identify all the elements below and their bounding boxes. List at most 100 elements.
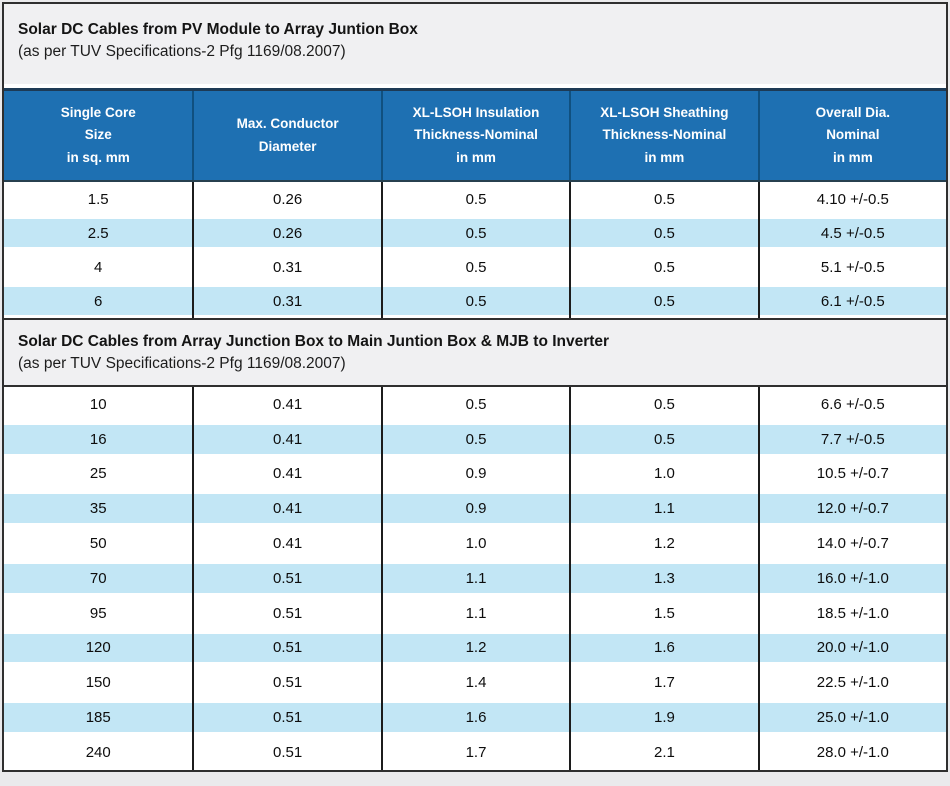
table-cell: 4 <box>94 258 103 276</box>
table-cell: 1.7 <box>380 734 569 770</box>
table-row: 150 0.51 1.4 1.7 22.5 +/-1.0 <box>4 665 946 701</box>
section1-title: Solar DC Cables from PV Module to Array … <box>18 21 418 38</box>
table-cell: 0.9 <box>380 456 569 492</box>
table-cell: 0.5 <box>380 216 569 250</box>
table-row: 4 0.31 0.5 0.5 5.1 +/-0.5 <box>4 250 946 284</box>
table-header-row: Single Core Size in sq. mm Max. Conducto… <box>4 88 946 182</box>
section1-rows: 1.5 0.26 0.5 0.5 4.10 +/-0.5 2.5 0.26 0.… <box>4 182 946 318</box>
table-cell: 16.0 +/-1.0 <box>757 560 946 596</box>
table-cell: 0.41 <box>192 387 380 422</box>
table-cell: 6.6 +/-0.5 <box>757 387 946 422</box>
table-row: 16 0.41 0.5 0.5 7.7 +/-0.5 <box>4 421 946 457</box>
section2-subtitle: (as per TUV Specifications-2 Pfg 1169/08… <box>18 355 346 373</box>
header-line: Overall Dia. <box>815 105 890 121</box>
table-cell: 0.51 <box>192 630 380 666</box>
table-cell: 16 <box>89 430 107 448</box>
table-cell: 0.5 <box>569 284 757 318</box>
header-line: Size <box>84 127 112 143</box>
table-cell: 0.5 <box>380 387 569 422</box>
table-cell: 1.2 <box>380 630 569 666</box>
table-cell: 25 <box>89 465 107 483</box>
header-line: XL-LSOH Sheathing <box>600 105 729 121</box>
table-cell: 10 <box>89 395 107 413</box>
table-cell: 50 <box>89 535 107 553</box>
table-cell: 0.5 <box>569 421 757 457</box>
table-cell: 2.1 <box>569 734 757 770</box>
table-row: 10 0.41 0.5 0.5 6.6 +/-0.5 <box>4 387 946 422</box>
table-row: 70 0.51 1.1 1.3 16.0 +/-1.0 <box>4 560 946 596</box>
header-line: Diameter <box>258 138 317 154</box>
table-cell: 1.6 <box>569 630 757 666</box>
table-cell: 1.7 <box>569 665 757 701</box>
header-line: in mm <box>644 149 685 165</box>
table-cell: 0.51 <box>192 665 380 701</box>
table-cell: 0.26 <box>192 216 380 250</box>
table-cell: 0.5 <box>380 182 569 216</box>
section2-title: Solar DC Cables from Array Junction Box … <box>18 333 610 350</box>
table-cell: 0.5 <box>569 216 757 250</box>
table-cell: 0.41 <box>192 456 380 492</box>
table-cell: 0.5 <box>380 284 569 318</box>
table-cell: 1.4 <box>380 665 569 701</box>
table-cell: 4.10 +/-0.5 <box>757 182 946 216</box>
table-cell: 70 <box>89 569 107 587</box>
table-cell: 1.3 <box>569 560 757 596</box>
table-cell: 95 <box>89 604 107 622</box>
table-row: 120 0.51 1.2 1.6 20.0 +/-1.0 <box>4 630 946 666</box>
table-cell: 120 <box>85 639 111 657</box>
table-cell: 0.51 <box>192 700 380 735</box>
table-cell: 22.5 +/-1.0 <box>757 665 946 701</box>
table-cell: 1.5 <box>87 190 109 208</box>
header-line: Nominal <box>826 127 880 143</box>
table-cell: 0.51 <box>192 734 380 770</box>
section1-subtitle: (as per TUV Specifications-2 Pfg 1169/08… <box>18 43 346 61</box>
table-cell: 1.1 <box>380 560 569 596</box>
table-cell: 1.2 <box>569 526 757 561</box>
table-cell: 0.5 <box>569 250 757 284</box>
header-line: in mm <box>832 149 873 165</box>
table-cell: 14.0 +/-0.7 <box>757 526 946 561</box>
section2-title-band: Solar DC Cables from Array Junction Box … <box>4 318 946 387</box>
table-cell: 18.5 +/-1.0 <box>757 595 946 631</box>
table-cell: 1.0 <box>380 526 569 561</box>
column-header-overall-dia: Overall Dia. Nominal in mm <box>757 91 946 180</box>
divider-gap <box>4 84 946 88</box>
column-header-single-core-size: Single Core Size in sq. mm <box>4 91 192 180</box>
table-row: 6 0.31 0.5 0.5 6.1 +/-0.5 <box>4 284 946 318</box>
table-cell: 0.51 <box>192 595 380 631</box>
table-cell: 1.6 <box>380 700 569 735</box>
table-cell: 10.5 +/-0.7 <box>757 456 946 492</box>
table-row: 240 0.51 1.7 2.1 28.0 +/-1.0 <box>4 734 946 770</box>
table-cell: 0.41 <box>192 421 380 457</box>
table-cell: 0.26 <box>192 182 380 216</box>
spec-sheet: Solar DC Cables from PV Module to Array … <box>2 2 948 772</box>
header-line: Thickness-Nominal <box>414 127 538 143</box>
table-row: 1.5 0.26 0.5 0.5 4.10 +/-0.5 <box>4 182 946 216</box>
table-cell: 1.9 <box>569 700 757 735</box>
table-row: 2.5 0.26 0.5 0.5 4.5 +/-0.5 <box>4 216 946 250</box>
table-row: 95 0.51 1.1 1.5 18.5 +/-1.0 <box>4 595 946 631</box>
header-line: Thickness-Nominal <box>602 127 727 143</box>
table-cell: 150 <box>85 674 111 692</box>
header-line: XL-LSOH Insulation <box>412 105 540 121</box>
header-line: Max. Conductor <box>236 116 339 132</box>
table-cell: 0.5 <box>569 387 757 422</box>
table-row: 35 0.41 0.9 1.1 12.0 +/-0.7 <box>4 491 946 527</box>
header-line: in sq. mm <box>66 149 130 165</box>
header-line: Single Core <box>60 105 136 121</box>
table-row: 50 0.41 1.0 1.2 14.0 +/-0.7 <box>4 526 946 561</box>
table-cell: 0.5 <box>380 421 569 457</box>
table-cell: 0.9 <box>380 491 569 527</box>
table-cell: 35 <box>89 500 107 518</box>
table-cell: 0.31 <box>192 284 380 318</box>
table-cell: 6 <box>94 292 103 310</box>
table-cell: 5.1 +/-0.5 <box>757 250 946 284</box>
table-row: 185 0.51 1.6 1.9 25.0 +/-1.0 <box>4 700 946 735</box>
table-cell: 12.0 +/-0.7 <box>757 491 946 527</box>
table-cell: 1.5 <box>569 595 757 631</box>
column-header-insulation-thickness: XL-LSOH Insulation Thickness-Nominal in … <box>380 91 569 180</box>
table-cell: 0.31 <box>192 250 380 284</box>
table-cell: 4.5 +/-0.5 <box>757 216 946 250</box>
table-cell: 0.51 <box>192 560 380 596</box>
table-cell: 1.1 <box>380 595 569 631</box>
